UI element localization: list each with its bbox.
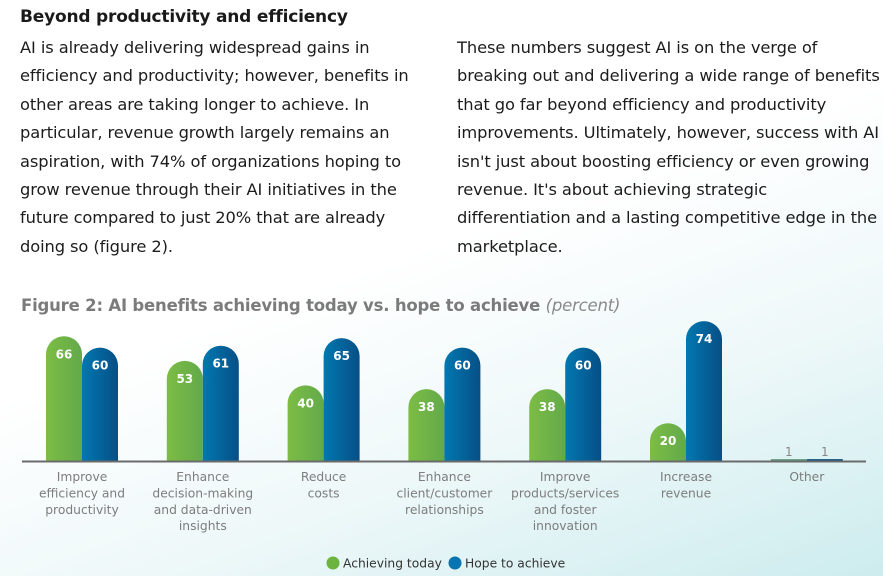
category-label: efficiency and (39, 486, 125, 500)
category-label: Enhance (176, 470, 229, 484)
category-label: products/services (511, 486, 619, 500)
category-label: Improve (540, 470, 591, 484)
category-label: insights (179, 519, 227, 533)
bar-achieving (529, 389, 566, 461)
body-column-left: AI is already delivering widespread gain… (20, 38, 409, 256)
data-label: 1 (821, 445, 829, 459)
bar-hope (82, 347, 118, 461)
bar-achieving (650, 423, 686, 461)
category-label: productivity (45, 503, 119, 517)
bar-achieving (166, 360, 203, 461)
data-label: 53 (176, 372, 193, 386)
data-label: 60 (575, 359, 592, 373)
category-label: decision-making (152, 486, 253, 500)
legend-label: Hope to achieve (465, 557, 565, 571)
category-label: Improve (57, 470, 108, 484)
bar-hope (323, 338, 360, 461)
bar-achieving (408, 389, 445, 461)
data-label: 20 (660, 434, 677, 448)
figure-subtitle: (percent) (545, 296, 621, 315)
bar-hope (202, 345, 239, 461)
body-column-right: These numbers suggest AI is on the verge… (457, 38, 880, 256)
legend-swatch-achieving (326, 556, 340, 570)
category-label: costs (308, 486, 340, 500)
category-label: Enhance (418, 470, 471, 484)
bar-achieving (287, 385, 324, 461)
category-label: client/customer (396, 486, 493, 500)
category-label: Reduce (301, 470, 346, 484)
category-label: Increase (660, 470, 712, 484)
bar-hope (565, 347, 602, 461)
data-label: 74 (696, 332, 713, 346)
category-label: and data-driven (154, 503, 252, 517)
category-label: Other (789, 470, 825, 484)
data-label: 1 (785, 445, 793, 459)
data-label: 38 (539, 400, 556, 414)
category-label: relationships (405, 503, 484, 517)
legend-swatch-hope (448, 556, 462, 570)
figure-title-text: Figure 2: AI benefits achieving today vs… (21, 296, 541, 315)
data-label: 60 (454, 359, 471, 373)
category-label: and foster (534, 503, 598, 517)
bar-hope (686, 321, 722, 461)
data-label: 66 (56, 347, 73, 361)
data-label: 60 (92, 359, 109, 373)
legend-label: Achieving today (343, 557, 442, 571)
category-label: revenue (661, 486, 711, 500)
bar-achieving (46, 336, 82, 461)
data-label: 61 (212, 357, 229, 371)
section-heading: Beyond productivity and efficiency (20, 7, 348, 27)
figure-title: Figure 2: AI benefits achieving today vs… (21, 296, 620, 315)
category-label: innovation (533, 519, 598, 533)
bar-hope (444, 347, 481, 461)
data-label: 40 (297, 396, 314, 410)
data-label: 38 (418, 400, 435, 414)
data-label: 65 (333, 349, 350, 363)
